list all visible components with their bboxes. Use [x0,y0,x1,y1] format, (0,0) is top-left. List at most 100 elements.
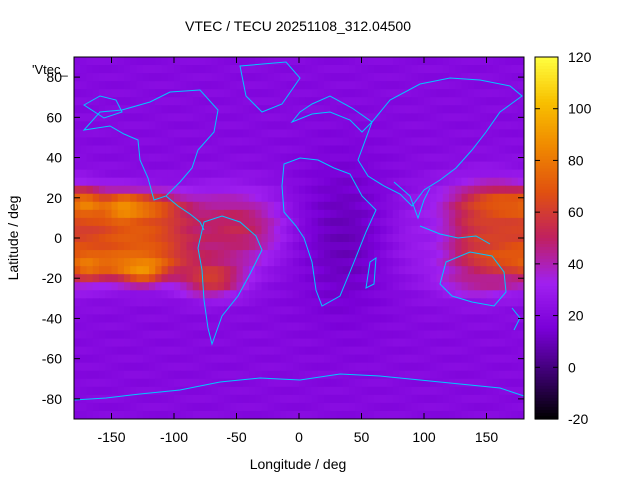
heatmap-cell [292,177,300,187]
heatmap-cell [367,242,375,251]
heatmap-cell [167,354,175,364]
heatmap-cell [386,242,394,251]
heatmap-cell [367,266,375,275]
heatmap-cell [355,209,363,219]
heatmap-cell [349,338,356,348]
heatmap-cell [480,386,488,396]
heatmap-cell [355,145,363,155]
heatmap-cell [336,209,344,219]
colorbar-cell [535,325,558,330]
heatmap-cell [324,386,331,396]
heatmap-cell [324,402,331,412]
heatmap-cell [336,225,344,235]
heatmap-cell [374,129,381,139]
heatmap-cell [236,306,244,316]
heatmap-cell [111,185,119,195]
heatmap-cell [205,209,213,219]
heatmap-cell [305,209,313,219]
heatmap-cell [399,282,406,291]
heatmap-cell [205,378,213,388]
heatmap-cell [480,201,488,211]
heatmap-cell [461,290,469,299]
heatmap-cell [417,258,425,267]
colorbar-cell [535,403,558,408]
heatmap-cell [505,314,513,324]
heatmap-cell [230,266,238,275]
colorbar-frame [534,56,559,420]
heatmap-cell [142,266,150,275]
heatmap-cell [499,346,506,356]
heatmap-cell [149,346,156,356]
heatmap-cell [174,402,181,412]
heatmap-cell [480,193,488,203]
heatmap-cell [355,161,363,171]
heatmap-cell [511,209,519,219]
heatmap-cell [161,410,169,419]
heatmap-cell [467,73,475,82]
heatmap-cell [330,185,338,195]
heatmap-cell [286,370,294,380]
heatmap-cell [411,250,419,259]
heatmap-cell [461,242,469,251]
heatmap-cell [205,153,213,163]
heatmap-cell [149,137,156,147]
heatmap-cell [499,282,506,291]
heatmap-cell [211,81,219,90]
heatmap-cell [311,121,319,130]
heatmap-cell [124,274,131,283]
heatmap-cell [342,402,350,412]
heatmap-cell [417,217,425,227]
heatmap-cell [255,177,263,187]
heatmap-cell [255,113,263,122]
heatmap-cell [280,169,288,179]
heatmap-cell [386,193,394,203]
heatmap-cell [205,121,213,130]
heatmap-cell [161,81,169,90]
heatmap-cell [136,402,144,412]
heatmap-cell [130,177,138,187]
heatmap-cell [374,258,381,267]
heatmap-cell [255,209,263,219]
heatmap-cell [180,346,188,356]
heatmap-cell [499,338,506,348]
heatmap-cell [349,169,356,179]
heatmap-cell [180,410,188,419]
heatmap-cell [292,378,300,388]
heatmap-cell [142,113,150,122]
heatmap-cell [230,330,238,340]
heatmap-cell [324,209,331,219]
heatmap-cell [267,57,275,66]
heatmap-cell [499,113,506,122]
heatmap-cell [249,137,256,147]
heatmap-cell [149,145,156,155]
heatmap-cell [111,161,119,171]
heatmap-cell [380,65,388,74]
heatmap-cell [242,185,250,195]
heatmap-cell [74,177,81,187]
heatmap-cell [255,346,263,356]
heatmap-cell [367,73,375,82]
heatmap-cell [80,137,88,147]
heatmap-cell [117,250,125,259]
heatmap-cell [292,290,300,299]
heatmap-cell [130,185,138,195]
heatmap-cell [492,306,500,316]
heatmap-cell [155,330,163,340]
heatmap-cell [211,57,219,66]
heatmap-cell [424,290,431,299]
heatmap-cell [255,121,263,130]
heatmap-cell [411,209,419,219]
heatmap-cell [517,242,524,251]
colorbar-cell [535,262,558,266]
heatmap-cell [392,314,400,324]
colorbar-cell [535,156,558,161]
heatmap-cell [405,73,413,82]
heatmap-cell [117,242,125,251]
heatmap-cell [311,402,319,412]
heatmap-cell [361,81,369,90]
heatmap-cell [99,65,106,74]
heatmap-cell [417,57,425,66]
heatmap-cell [255,322,263,332]
heatmap-cell [399,121,406,130]
heatmap-cell [380,177,388,187]
